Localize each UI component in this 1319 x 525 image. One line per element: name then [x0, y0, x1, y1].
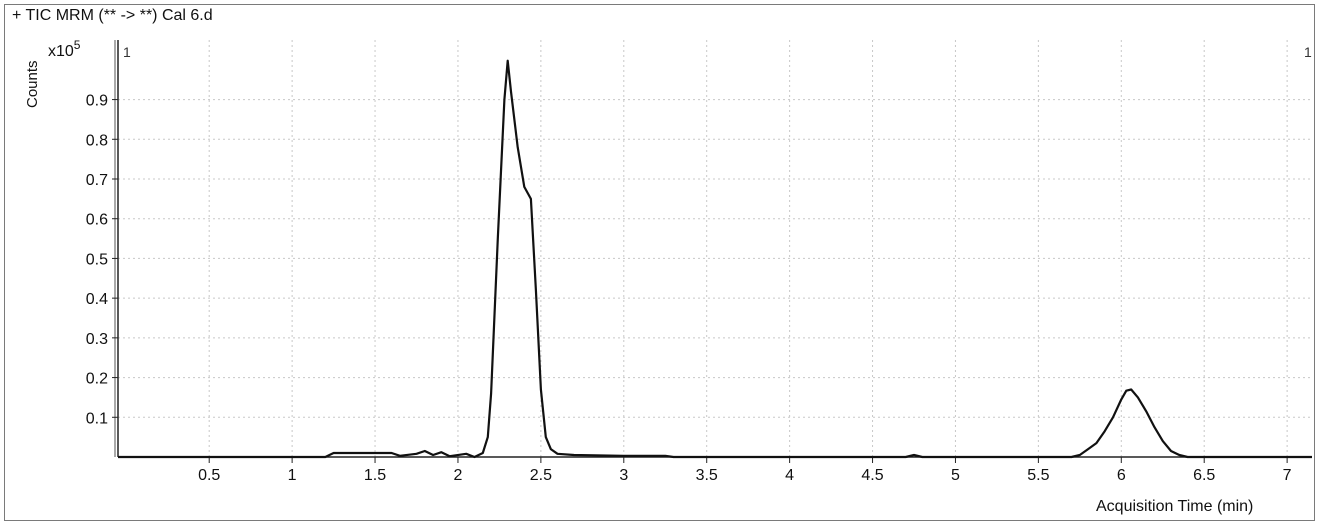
y-tick-label: 0.2	[86, 371, 108, 388]
x-tick-label: 4.5	[861, 467, 883, 484]
y-exponent: 5	[73, 38, 81, 52]
x-tick-label: 0.5	[198, 467, 220, 484]
y-tick-label: 0.5	[86, 251, 108, 268]
y-axis-exponent: x105	[48, 38, 80, 61]
y-multiplier: x10	[48, 43, 74, 60]
trace-marker-left: 1	[123, 44, 131, 60]
x-tick-label: 7	[1283, 467, 1292, 484]
x-tick-label: 6.5	[1193, 467, 1215, 484]
y-tick-label: 0.8	[86, 132, 108, 149]
tick-marks	[112, 99, 1288, 463]
chart-frame	[4, 4, 1315, 521]
x-tick-label: 2	[454, 467, 463, 484]
chart-title: + TIC MRM (** -> **) Cal 6.d	[12, 7, 213, 24]
y-tick-label: 0.6	[86, 212, 108, 229]
x-tick-label: 2.5	[530, 467, 552, 484]
y-tick-label: 0.9	[86, 93, 108, 110]
x-tick-label: 1.5	[364, 467, 386, 484]
y-tick-label: 0.7	[86, 172, 108, 189]
series-line	[118, 59, 1312, 459]
x-tick-label: 5.5	[1027, 467, 1049, 484]
x-tick-label: 1	[288, 467, 297, 484]
y-tick-label: 0.3	[86, 331, 108, 348]
x-tick-label: 6	[1117, 467, 1126, 484]
y-tick-label: 0.1	[86, 410, 108, 427]
tick-labels: 0.5 1 1.5 2 2.5 3 3.5 4 4.5 5 5.5 6 6.5 7 0.1 0.2 0.3 0.4…	[86, 93, 1292, 484]
trace-marker-right: 1	[1304, 44, 1312, 60]
x-tick-label: 5	[951, 467, 960, 484]
axes	[114, 40, 1312, 458]
x-tick-label: 3.5	[696, 467, 718, 484]
series-layer	[118, 59, 1312, 459]
y-tick-label: 0.4	[86, 291, 108, 308]
grid-lines	[118, 40, 1312, 457]
x-axis-label: Acquisition Time (min)	[1096, 498, 1254, 515]
x-tick-label: 3	[619, 467, 628, 484]
x-tick-label: 4	[785, 467, 794, 484]
